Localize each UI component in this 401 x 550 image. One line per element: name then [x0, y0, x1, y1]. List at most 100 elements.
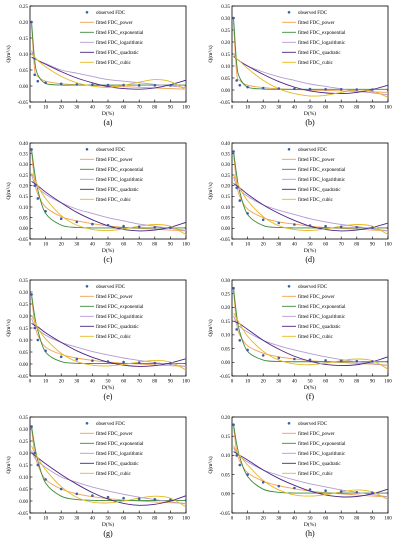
legend-label: fitted FDC_exponential — [298, 442, 346, 447]
legend-label: fitted FDC_cubic — [96, 472, 132, 477]
panel-label: (b) — [305, 118, 315, 127]
x-tick-label: 0 — [29, 243, 32, 248]
x-tick-label: 80 — [152, 517, 158, 522]
y-tick-label: 0.15 — [19, 464, 28, 469]
y-tick-label: 0.05 — [221, 216, 230, 221]
y-tick-label: 0.25 — [19, 303, 28, 308]
y-tick-label: 0.35 — [221, 5, 230, 10]
y-tick-label: 0.05 — [221, 347, 230, 352]
legend-label: fitted FDC_quadratic — [96, 51, 139, 56]
observed-point — [184, 362, 186, 365]
y-tick-label: 0.40 — [221, 142, 230, 147]
series-group — [30, 293, 186, 371]
observed-point — [371, 226, 374, 229]
x-tick-label: 90 — [370, 243, 376, 248]
observed-point — [75, 83, 79, 86]
y-tick-label: 0.15 — [221, 320, 230, 325]
y-tick-label: 0.00 — [221, 227, 230, 232]
panel-c: -0.05 0.00 0.05 0.10 0.15 0.20 0.25 0.30 0.35 0.4… — [5, 142, 190, 264]
x-tick-label: 90 — [168, 106, 174, 111]
y-tick-label: 0.00 — [19, 227, 28, 232]
y-tick-label: 0.30 — [19, 428, 28, 433]
legend-label: fitted FDC_exponential — [298, 31, 346, 36]
x-tick-label: 60 — [121, 106, 127, 111]
x-tick-label: 10 — [245, 243, 251, 248]
x-tick-label: 30 — [276, 243, 282, 248]
x-tick-label: 30 — [276, 517, 282, 522]
y-tick-label: 0.25 — [221, 29, 230, 34]
observed-point — [44, 349, 47, 353]
observed-point — [91, 83, 94, 87]
y-tick-label: 0.00 — [221, 493, 230, 498]
legend-label: observed FDC — [96, 285, 126, 290]
observed-point — [232, 286, 235, 290]
legend-label: fitted FDC_cubic — [298, 335, 334, 340]
x-tick-label: 80 — [354, 106, 360, 111]
observed-point — [153, 225, 157, 229]
x-tick-label: 80 — [354, 517, 360, 522]
x-axis-label: D(%) — [304, 110, 316, 117]
observed-point — [44, 81, 47, 85]
observed-point — [261, 354, 265, 357]
x-tick-label: 90 — [370, 106, 376, 111]
y-axis-label: Q(m³/s) — [5, 319, 12, 336]
x-tick-label: 20 — [261, 380, 267, 385]
observed-point — [75, 357, 79, 361]
series-group — [232, 16, 388, 98]
observed-point — [371, 360, 374, 363]
y-tick-label: 0.25 — [19, 5, 28, 10]
legend-label: fitted FDC_power — [298, 158, 335, 163]
x-tick-label: 0 — [231, 243, 234, 248]
x-tick-label: 90 — [168, 517, 174, 522]
observed-point — [261, 218, 265, 222]
x-tick-label: 10 — [245, 517, 251, 522]
series-line-cubic — [31, 315, 186, 371]
observed-point — [184, 84, 186, 87]
legend-label: observed FDC — [96, 11, 126, 16]
series-line-cubic — [233, 445, 388, 500]
x-tick-label: 70 — [137, 243, 143, 248]
y-tick-label: 0.35 — [19, 279, 28, 284]
observed-point — [277, 356, 281, 360]
series-group — [30, 425, 186, 508]
legend-label: fitted FDC_quadratic — [298, 462, 341, 467]
observed-point — [232, 423, 235, 426]
observed-point — [308, 358, 312, 362]
observed-point — [30, 293, 33, 296]
observed-point — [261, 480, 265, 484]
series-group — [30, 20, 186, 91]
observed-point — [246, 85, 249, 89]
x-tick-label: 30 — [74, 380, 80, 385]
x-tick-label: 40 — [90, 380, 96, 385]
legend-label: observed FDC — [298, 148, 328, 153]
x-tick-label: 60 — [121, 380, 127, 385]
legend-label: observed FDC — [298, 11, 328, 16]
x-tick-label: 40 — [292, 380, 298, 385]
x-axis-label: D(%) — [102, 110, 114, 117]
observed-point — [277, 221, 281, 225]
x-tick-label: 90 — [168, 380, 174, 385]
observed-point — [30, 20, 33, 24]
observed-point — [339, 225, 343, 229]
x-tick-label: 60 — [323, 106, 329, 111]
legend-label: fitted FDC_logarithmic — [96, 452, 144, 457]
series-line-cubic — [31, 172, 186, 236]
legend-label: fitted FDC_power — [96, 295, 133, 300]
observed-point — [75, 492, 79, 496]
y-tick-label: 0.15 — [19, 327, 28, 332]
x-tick-label: 40 — [90, 243, 96, 248]
x-tick-label: 80 — [354, 243, 360, 248]
x-tick-label: 10 — [43, 380, 49, 385]
legend-label: fitted FDC_logarithmic — [298, 41, 346, 46]
observed-point — [371, 491, 374, 494]
observed-point — [355, 225, 359, 229]
x-tick-label: 20 — [59, 243, 65, 248]
series-group — [30, 148, 186, 236]
x-axis-label: D(%) — [304, 384, 316, 391]
observed-point — [30, 148, 33, 151]
observed-point — [324, 224, 327, 228]
observed-point — [36, 338, 40, 342]
series-line-cubic — [31, 445, 186, 508]
